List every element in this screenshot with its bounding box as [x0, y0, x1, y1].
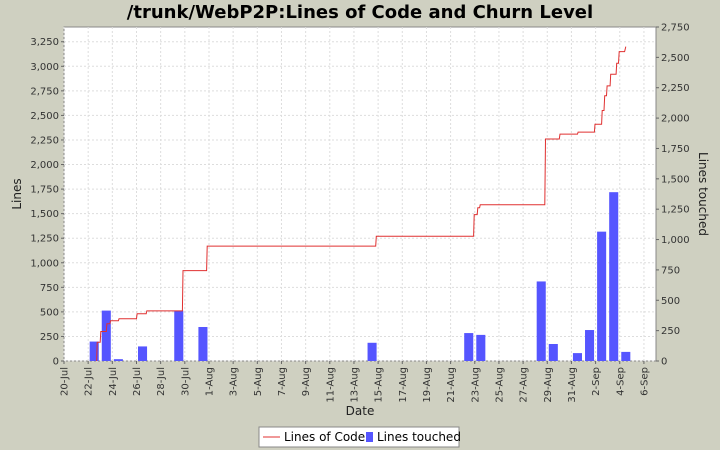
y2-tick-label: 1,750: [661, 144, 690, 155]
x-tick-label: 6-Sep: [639, 367, 650, 396]
churn-bar: [609, 192, 619, 361]
churn-bar: [89, 341, 99, 361]
y-axis-title: Lines: [10, 178, 24, 209]
chart-title: /trunk/WebP2P:Lines of Code and Churn Le…: [127, 2, 593, 23]
legend-label-loc: Lines of Code: [284, 430, 365, 444]
y-tick-label: 1,500: [30, 209, 59, 220]
churn-bar: [476, 334, 486, 361]
y-tick-label: 2,500: [30, 111, 59, 122]
x-tick-label: 9-Aug: [301, 367, 312, 396]
churn-bar: [536, 281, 546, 361]
y-tick-label: 0: [53, 357, 59, 368]
y-tick-label: 1,000: [30, 258, 59, 269]
loc-line: [96, 46, 627, 362]
y-tick-label: 2,750: [30, 86, 59, 97]
y-tick-label: 2,250: [30, 135, 59, 146]
churn-bar: [585, 330, 595, 361]
x-tick-label: 11-Aug: [325, 367, 336, 403]
y2-axis-title: Lines touched: [696, 152, 710, 236]
churn-bar: [367, 342, 377, 361]
y-tick-label: 250: [40, 332, 59, 343]
y-tick-label: 3,000: [30, 62, 59, 73]
x-tick-label: 27-Aug: [519, 367, 530, 403]
churn-bar: [101, 310, 111, 361]
y-tick-label: 2,000: [30, 160, 59, 171]
churn-bar: [572, 353, 582, 361]
x-tick-label: 21-Aug: [446, 367, 457, 403]
x-tick-label: 25-Aug: [494, 367, 505, 403]
y2-tick-label: 2,250: [661, 83, 690, 94]
legend-label-touched: Lines touched: [377, 430, 461, 444]
grid-layer: [63, 27, 656, 362]
y2-tick-label: 1,000: [661, 235, 690, 246]
x-tick-label: 28-Jul: [156, 367, 167, 396]
y2-tick-label: 250: [661, 326, 680, 337]
legend: Lines of Code Lines touched: [258, 426, 461, 448]
churn-bar: [597, 231, 607, 361]
x-tick-label: 30-Jul: [180, 367, 191, 396]
y2-tick-label: 2,500: [661, 53, 690, 64]
churn-bar: [198, 326, 208, 361]
x-tick-label: 2-Sep: [591, 367, 602, 396]
churn-bars: [89, 192, 631, 361]
x-tick-label: 13-Aug: [349, 367, 360, 403]
y-tick-label: 500: [40, 307, 59, 318]
x-tick-label: 29-Aug: [543, 367, 554, 403]
x-axis-title: Date: [346, 404, 375, 418]
x-tick-label: 23-Aug: [470, 367, 481, 403]
y2-tick-label: 2,000: [661, 114, 690, 125]
x-tick-label: 1-Aug: [204, 367, 215, 396]
y2-tick-label: 1,250: [661, 205, 690, 216]
x-tick-label: 15-Aug: [374, 367, 385, 403]
legend-bar-swatch: [366, 432, 373, 442]
y2-tick-label: 1,500: [661, 174, 690, 185]
x-tick-label: 4-Sep: [615, 367, 626, 396]
x-tick-label: 20-Jul: [60, 367, 71, 396]
y2-tick-label: 750: [661, 265, 680, 276]
x-tick-label: 5-Aug: [253, 367, 264, 396]
x-tick-label: 17-Aug: [398, 367, 409, 403]
x-tick-label: 19-Aug: [422, 367, 433, 403]
churn-bar: [113, 359, 123, 361]
y-tick-label: 750: [40, 283, 59, 294]
plot-area: [63, 26, 657, 362]
churn-bar: [621, 351, 631, 361]
churn-bar: [138, 346, 148, 361]
y-tick-label: 3,250: [30, 37, 59, 48]
x-tick-label: 3-Aug: [229, 367, 240, 396]
y2-tick-label: 500: [661, 296, 680, 307]
x-tick-label: 31-Aug: [567, 367, 578, 403]
churn-bar: [174, 310, 184, 361]
churn-bar: [548, 343, 558, 361]
axis-layer: 0 250 500 750 1,000 1,250 1,500 1,750 2,000 2,250…: [30, 23, 689, 403]
x-tick-label: 7-Aug: [277, 367, 288, 396]
x-tick-label: 24-Jul: [108, 367, 119, 396]
x-tick-label: 22-Jul: [84, 367, 95, 396]
legend-box: [258, 426, 460, 448]
churn-bar: [464, 333, 474, 361]
y2-tick-label: 0: [661, 357, 667, 368]
x-tick-label: 26-Jul: [132, 367, 143, 396]
y-tick-label: 1,750: [30, 185, 59, 196]
y2-tick-label: 2,750: [661, 23, 690, 34]
y-tick-label: 1,250: [30, 234, 59, 245]
loc-line-layer: [96, 46, 627, 362]
